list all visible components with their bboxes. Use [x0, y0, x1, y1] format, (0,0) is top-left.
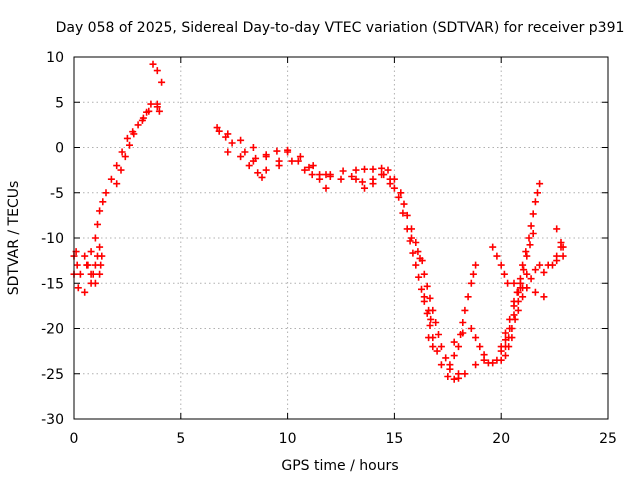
point-markers: [252, 146, 334, 180]
point-markers: [420, 293, 435, 323]
y-tick-label: -30: [41, 412, 64, 428]
plot-frame: [73, 56, 609, 420]
x-tick-labels: 0 5 10 15 20 25: [70, 431, 617, 447]
point-markers: [553, 225, 567, 260]
series-track-3: [72, 248, 106, 287]
series-track-14: [420, 293, 435, 323]
point-markers: [446, 261, 480, 369]
series-track-6: [213, 124, 330, 179]
series-track-15: [425, 334, 437, 351]
point-markers: [337, 171, 462, 383]
point-markers: [149, 60, 166, 86]
x-tick-label: 0: [70, 431, 79, 447]
x-tick-label: 10: [279, 431, 297, 447]
series-track-5: [149, 60, 166, 86]
point-markers: [326, 164, 469, 382]
series-track-23: [502, 334, 516, 360]
point-markers: [425, 334, 437, 351]
point-markers: [352, 171, 394, 192]
series-track-8: [224, 148, 266, 181]
point-markers: [113, 100, 161, 188]
y-tick-label: -20: [41, 322, 64, 338]
series-track-22: [553, 225, 567, 260]
x-tick-label: 20: [492, 431, 510, 447]
y-tick-label: -25: [41, 367, 64, 383]
series-track-18: [472, 243, 565, 369]
series-track-12: [352, 171, 394, 192]
x-axis-title: GPS time / hours: [281, 458, 398, 474]
point-markers: [502, 334, 516, 360]
y-axis-title: SDTVAR / TECUs: [6, 181, 22, 296]
series-track-21: [510, 230, 537, 305]
series-track-11: [337, 171, 462, 383]
y-tick-label: -15: [41, 276, 64, 292]
series-track-9: [252, 146, 334, 180]
point-markers: [215, 127, 330, 192]
x-tick-label: 25: [599, 431, 617, 447]
point-markers: [489, 243, 548, 301]
y-tick-labels: -30 -25 -20 -15 -10 -5 0 5 10: [41, 50, 64, 428]
series-track-4: [113, 100, 161, 188]
series-track-1: [70, 103, 163, 278]
data-points: [70, 60, 567, 383]
series-track-16: [446, 261, 480, 369]
y-tick-label: -5: [50, 186, 64, 202]
series-track-19: [489, 243, 548, 301]
y-tick-label: 0: [55, 141, 64, 157]
series-track-10: [326, 164, 469, 382]
point-markers: [472, 243, 565, 369]
point-markers: [224, 148, 266, 181]
point-markers: [510, 230, 537, 305]
series-track-7: [215, 127, 330, 192]
y-tick-label: -10: [41, 231, 64, 247]
x-tick-label: 5: [176, 431, 185, 447]
y-tick-label: 5: [55, 95, 64, 111]
point-markers: [72, 248, 106, 287]
point-markers: [213, 124, 330, 179]
y-tick-label: 10: [46, 50, 64, 66]
chart-title: Day 058 of 2025, Sidereal Day-to-day VTE…: [56, 20, 625, 36]
point-markers: [408, 234, 426, 265]
series-track-13: [408, 234, 426, 265]
x-tick-label: 15: [385, 431, 403, 447]
point-markers: [70, 103, 163, 278]
